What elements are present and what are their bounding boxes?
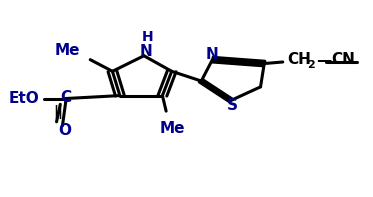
Text: EtO: EtO [8,91,39,106]
Text: N: N [140,44,152,59]
Text: CH: CH [288,52,311,67]
Text: S: S [227,98,238,113]
Text: 2: 2 [307,60,315,70]
Text: O: O [58,123,71,138]
Text: Me: Me [160,121,185,136]
Text: H: H [142,30,153,44]
Text: C: C [61,90,72,105]
Text: —: — [316,53,331,68]
Text: N: N [206,47,219,62]
Text: Me: Me [54,43,80,58]
Text: CN: CN [331,52,355,67]
Text: ||: || [53,105,63,119]
